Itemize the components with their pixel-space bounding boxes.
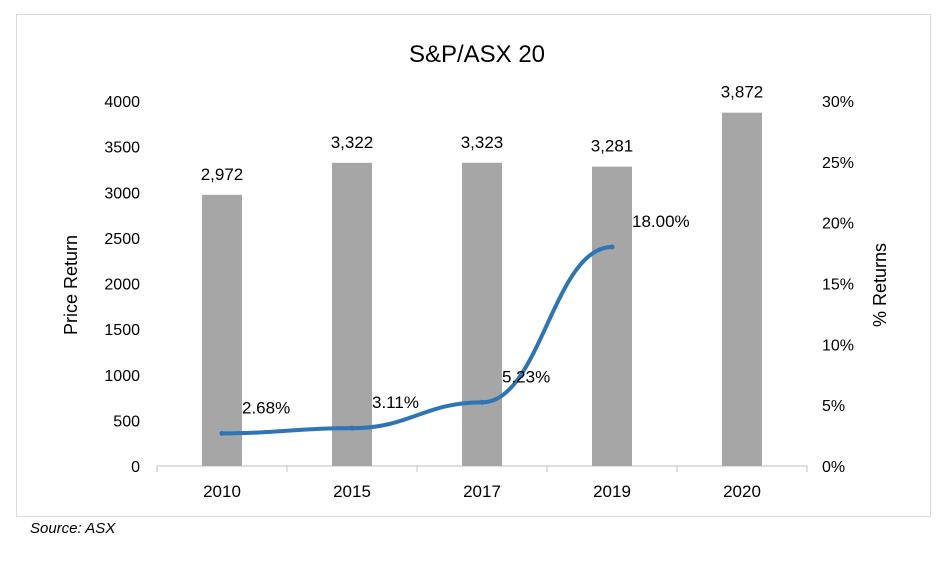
y-left-tick-label: 2000 xyxy=(104,277,140,294)
y-left-tick-label: 2500 xyxy=(104,231,140,248)
y-left-tick-label: 500 xyxy=(113,413,140,430)
y-right-tick-label: 0% xyxy=(822,459,845,476)
y-axis-right-ticks: 0% 5% 10% 15% 20% 25% 30% xyxy=(822,94,854,476)
x-tick-label: 2020 xyxy=(723,482,761,501)
bar xyxy=(332,162,372,466)
x-tick-label: 2010 xyxy=(203,482,241,501)
bar-data-label: 3,322 xyxy=(331,133,374,152)
y-left-tick-label: 3000 xyxy=(104,185,140,202)
chart: S&P/ASX 20 0 500 1000 1500 2000 2500 3000 3500 4… xyxy=(61,41,890,501)
y-axis-left-ticks: 0 500 1000 1500 2000 2500 3000 3500 4000 xyxy=(104,94,140,476)
y-left-tick-label: 4000 xyxy=(104,94,140,111)
bar-series xyxy=(202,112,762,467)
y-right-tick-label: 20% xyxy=(822,216,854,233)
y-right-tick-label: 10% xyxy=(822,337,854,354)
y-left-tick-label: 0 xyxy=(131,459,140,476)
x-tick-label: 2019 xyxy=(593,482,631,501)
bar xyxy=(722,112,762,467)
line-data-label: 3.11% xyxy=(372,393,419,412)
line-data-label: 18.00% xyxy=(632,212,690,231)
bar-data-label: 2,972 xyxy=(201,165,244,184)
source-note: Source: ASX xyxy=(30,520,116,537)
x-tick-label: 2017 xyxy=(463,482,501,501)
bar xyxy=(202,194,242,466)
bar xyxy=(462,162,502,466)
y-right-tick-label: 15% xyxy=(822,277,854,294)
line-point xyxy=(479,399,485,405)
line-point xyxy=(609,244,615,250)
line-data-label: 5.23% xyxy=(502,367,550,386)
y-axis-left-label: Price Return xyxy=(61,235,81,335)
y-right-tick-label: 30% xyxy=(822,94,854,111)
y-right-tick-label: 5% xyxy=(822,398,845,415)
line-data-label: 2.68% xyxy=(242,398,290,417)
line-data-labels: 2.68% 3.11% 5.23% 18.00% xyxy=(242,212,690,417)
bar-data-label: 3,872 xyxy=(721,83,764,102)
chart-title: S&P/ASX 20 xyxy=(409,41,545,68)
bar-data-label: 3,323 xyxy=(461,133,504,152)
line-point xyxy=(219,430,225,436)
line-point xyxy=(349,425,355,431)
bar-data-labels: 2,972 3,322 3,323 3,281 3,872 xyxy=(201,83,764,184)
bar-data-label: 3,281 xyxy=(591,137,634,156)
y-right-tick-label: 25% xyxy=(822,155,854,172)
x-tick-label: 2015 xyxy=(333,482,371,501)
y-left-tick-label: 1000 xyxy=(104,368,140,385)
line-series xyxy=(219,244,615,436)
line-path xyxy=(220,245,614,436)
y-left-tick-label: 1500 xyxy=(104,322,140,339)
y-axis-right-label: % Returns xyxy=(870,243,890,327)
y-left-tick-label: 3500 xyxy=(104,140,140,157)
x-axis-ticks: 2010 2015 2017 2019 2020 xyxy=(156,466,808,501)
bar xyxy=(592,166,632,466)
